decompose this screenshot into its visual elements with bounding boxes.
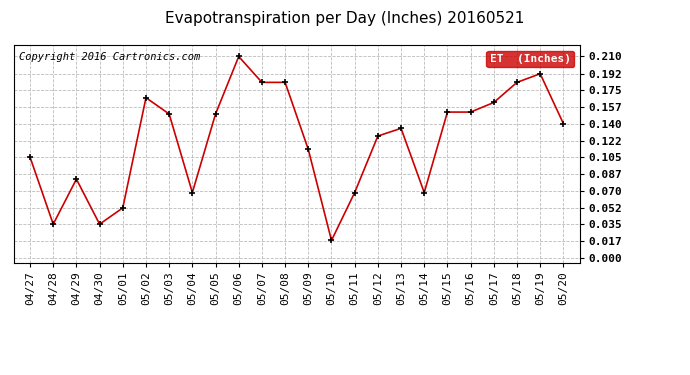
Text: Evapotranspiration per Day (Inches) 20160521: Evapotranspiration per Day (Inches) 2016… [166, 11, 524, 26]
Legend: ET  (Inches): ET (Inches) [486, 51, 574, 67]
Text: Copyright 2016 Cartronics.com: Copyright 2016 Cartronics.com [19, 51, 201, 62]
